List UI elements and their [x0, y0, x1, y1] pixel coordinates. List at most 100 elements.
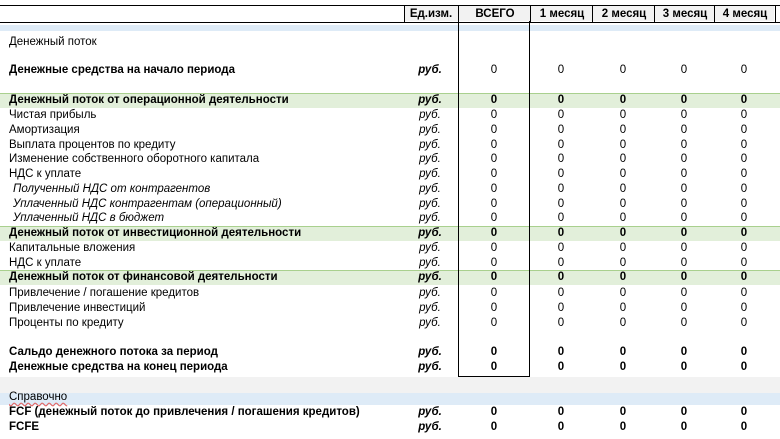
row-label[interactable]: Привлечение / погашение кредитов — [9, 287, 200, 299]
cell-month-4[interactable]: 0 — [740, 139, 748, 151]
row-label[interactable]: Изменение собственного оборотного капита… — [9, 153, 260, 165]
cell-month-4[interactable]: 0 — [740, 168, 748, 180]
cell-month-4[interactable]: 0 — [740, 153, 748, 165]
cell-month-1[interactable]: 0 — [557, 109, 565, 121]
cell-total[interactable]: 0 — [490, 227, 498, 239]
cell-month-2[interactable]: 0 — [619, 302, 627, 314]
header-month-2[interactable]: 2 месяц — [592, 6, 655, 22]
row-unit[interactable]: руб. — [419, 124, 441, 136]
cell-total[interactable]: 0 — [490, 94, 498, 106]
cell-total[interactable]: 0 — [490, 242, 498, 254]
cell-month-1[interactable]: 0 — [557, 302, 565, 314]
cell-month-2[interactable]: 0 — [619, 212, 627, 224]
row-label[interactable]: Уплаченный НДС в бюджет — [13, 212, 165, 224]
row-label[interactable]: Амортизация — [9, 124, 80, 136]
cell-month-1[interactable]: 0 — [557, 94, 565, 106]
cell-month-3[interactable]: 0 — [680, 153, 688, 165]
row-unit[interactable]: руб. — [418, 361, 442, 373]
cell-month-4[interactable]: 0 — [740, 227, 748, 239]
row-label[interactable]: Чистая прибыль — [9, 109, 97, 121]
cell-total[interactable]: 0 — [490, 183, 498, 195]
cell-month-2[interactable]: 0 — [619, 242, 627, 254]
cell-month-2[interactable]: 0 — [619, 227, 627, 239]
cell-month-3[interactable]: 0 — [680, 64, 688, 76]
cell-total[interactable]: 0 — [490, 124, 498, 136]
row-unit[interactable]: руб. — [419, 302, 441, 314]
cell-total[interactable]: 0 — [490, 139, 498, 151]
cell-month-1[interactable]: 0 — [557, 406, 565, 418]
cell-total[interactable]: 0 — [490, 153, 498, 165]
cell-total[interactable]: 0 — [490, 168, 498, 180]
cell-month-3[interactable]: 0 — [680, 183, 688, 195]
cell-month-4[interactable]: 0 — [740, 421, 748, 433]
cell-month-3[interactable]: 0 — [680, 94, 688, 106]
cell-month-1[interactable]: 0 — [557, 242, 565, 254]
cell-month-2[interactable]: 0 — [619, 183, 627, 195]
cell-month-2[interactable]: 0 — [619, 271, 627, 283]
cell-month-2[interactable]: 0 — [619, 421, 627, 433]
row-unit[interactable]: руб. — [419, 242, 441, 254]
cell-month-4[interactable]: 0 — [740, 94, 748, 106]
row-label[interactable]: НДС к уплате — [9, 257, 82, 269]
cell-month-1[interactable]: 0 — [557, 361, 565, 373]
cell-month-2[interactable]: 0 — [619, 109, 627, 121]
cell-month-1[interactable]: 0 — [557, 153, 565, 165]
cell-month-1[interactable]: 0 — [557, 212, 565, 224]
cell-month-3[interactable]: 0 — [680, 317, 688, 329]
row-unit[interactable]: руб. — [419, 198, 441, 210]
cell-month-4[interactable]: 0 — [740, 317, 748, 329]
row-label[interactable]: НДС к уплате — [9, 168, 82, 180]
row-label[interactable]: Денежный поток от операционной деятельно… — [9, 94, 289, 106]
row-unit[interactable]: руб. — [419, 153, 441, 165]
cell-month-1[interactable]: 0 — [557, 271, 565, 283]
cell-month-4[interactable]: 0 — [740, 212, 748, 224]
cell-month-4[interactable]: 0 — [740, 242, 748, 254]
row-unit[interactable]: руб. — [418, 94, 442, 106]
cell-month-4[interactable]: 0 — [740, 302, 748, 314]
row-label[interactable]: Проценты по кредиту — [9, 317, 124, 329]
cell-month-1[interactable]: 0 — [557, 183, 565, 195]
row-unit[interactable]: руб. — [418, 346, 442, 358]
cell-month-2[interactable]: 0 — [619, 139, 627, 151]
cell-month-3[interactable]: 0 — [680, 346, 688, 358]
row-unit[interactable]: руб. — [418, 64, 442, 76]
cell-month-1[interactable]: 0 — [557, 287, 565, 299]
cell-month-4[interactable]: 0 — [740, 406, 748, 418]
cell-month-2[interactable]: 0 — [619, 124, 627, 136]
cell-month-4[interactable]: 0 — [740, 124, 748, 136]
cell-total[interactable]: 0 — [490, 361, 498, 373]
cell-month-2[interactable]: 0 — [619, 346, 627, 358]
cell-month-3[interactable]: 0 — [680, 271, 688, 283]
cell-total[interactable]: 0 — [490, 198, 498, 210]
cell-month-4[interactable]: 0 — [740, 361, 748, 373]
cell-total[interactable]: 0 — [490, 109, 498, 121]
cell-total[interactable]: 0 — [490, 346, 498, 358]
cell-total[interactable]: 0 — [490, 317, 498, 329]
row-label[interactable]: Выплата процентов по кредиту — [9, 139, 176, 151]
cell-month-3[interactable]: 0 — [680, 198, 688, 210]
cell-month-2[interactable]: 0 — [619, 406, 627, 418]
row-unit[interactable]: руб. — [419, 168, 441, 180]
row-label[interactable]: Уплаченный НДС контрагентам (операционны… — [13, 198, 282, 210]
cell-month-3[interactable]: 0 — [680, 168, 688, 180]
cell-month-3[interactable]: 0 — [680, 361, 688, 373]
header-month-3[interactable]: 3 месяц — [654, 6, 715, 22]
cell-month-1[interactable]: 0 — [557, 198, 565, 210]
row-unit[interactable]: руб. — [419, 109, 441, 121]
row-unit[interactable]: руб. — [419, 183, 441, 195]
cell-month-3[interactable]: 0 — [680, 212, 688, 224]
cell-month-1[interactable]: 0 — [557, 64, 565, 76]
row-label[interactable]: Денежные средства на конец периода — [9, 361, 228, 373]
cell-month-1[interactable]: 0 — [557, 227, 565, 239]
header-total[interactable]: ВСЕГО — [458, 6, 531, 22]
cell-month-4[interactable]: 0 — [740, 346, 748, 358]
reference-title[interactable]: Справочно — [9, 390, 404, 405]
row-label[interactable]: Привлечение инвестиций — [9, 302, 146, 314]
cell-month-2[interactable]: 0 — [619, 317, 627, 329]
cell-month-1[interactable]: 0 — [557, 139, 565, 151]
cell-total[interactable]: 0 — [490, 64, 498, 76]
header-month-4[interactable]: 4 месяц — [714, 6, 776, 22]
cell-month-2[interactable]: 0 — [619, 257, 627, 269]
row-unit[interactable]: руб. — [418, 271, 442, 283]
cell-month-4[interactable]: 0 — [740, 198, 748, 210]
